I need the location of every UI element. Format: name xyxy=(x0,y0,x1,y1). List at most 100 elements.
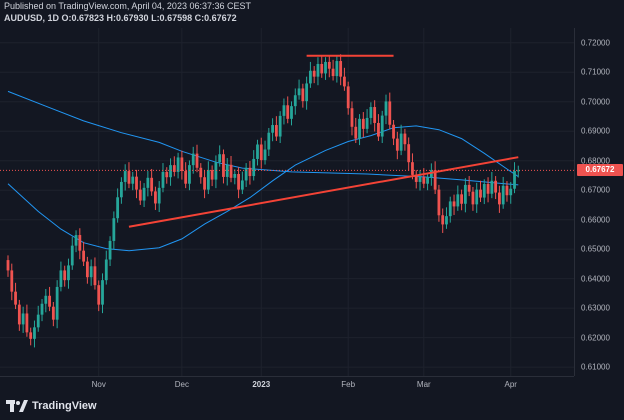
candle-body xyxy=(184,171,188,184)
candle-body xyxy=(452,201,456,207)
candle-body xyxy=(10,270,14,292)
candle-body xyxy=(74,235,78,246)
candle-body xyxy=(392,124,395,139)
candle-body xyxy=(460,194,463,204)
candle-body xyxy=(48,295,51,307)
time-tick-label: Apr xyxy=(504,380,517,389)
candle-body xyxy=(274,125,278,137)
candle-body xyxy=(97,285,101,305)
time-axis[interactable]: Nov Dec 2023 Feb Mar Apr xyxy=(0,376,574,393)
candle-body xyxy=(441,215,445,225)
candle-body xyxy=(142,187,146,201)
candle-body xyxy=(373,107,377,123)
candle-body xyxy=(104,259,108,281)
candle-body xyxy=(161,171,165,188)
candle-body xyxy=(101,280,104,305)
candle-body xyxy=(123,171,127,182)
candle-body xyxy=(339,61,343,77)
candle-body xyxy=(509,188,513,196)
candle-body xyxy=(67,265,70,281)
candle-body xyxy=(188,165,191,184)
candle-body xyxy=(479,189,482,198)
candle-body xyxy=(135,176,138,190)
candle-body xyxy=(331,68,335,77)
candle-body xyxy=(112,218,116,241)
tradingview-logo-text: TradingView xyxy=(32,400,97,412)
candle-body xyxy=(6,260,10,271)
candle-body xyxy=(89,266,93,278)
footer: TradingView xyxy=(0,392,624,420)
candle-body xyxy=(286,105,290,119)
candle-body xyxy=(407,144,411,163)
tradingview-logo-icon xyxy=(6,400,28,412)
candle-body xyxy=(14,291,17,305)
candle-body xyxy=(176,157,180,172)
candle-body xyxy=(327,61,331,69)
candle-body xyxy=(516,170,520,172)
candle-body xyxy=(482,184,486,198)
symbol-ohlc-legend: AUDUSD, 1D O:0.67823 H:0.67930 L:0.67598… xyxy=(4,13,237,23)
candle-body xyxy=(191,153,195,166)
candle-body xyxy=(282,105,286,116)
candle-body xyxy=(414,174,418,182)
candle-body xyxy=(256,144,259,159)
candle-body xyxy=(475,189,479,205)
candle-body xyxy=(456,194,460,207)
price-tick-label: 0.65000 xyxy=(581,244,610,254)
candle-body xyxy=(267,132,271,150)
candle-body xyxy=(29,332,33,339)
candle-body xyxy=(70,245,74,266)
price-tick-label: 0.67000 xyxy=(581,185,610,195)
candle-body xyxy=(78,235,82,251)
candle-body xyxy=(214,162,218,180)
price-tick-label: 0.71000 xyxy=(581,67,610,77)
candle-body xyxy=(463,184,467,204)
candle-body xyxy=(320,63,324,74)
candle-body xyxy=(51,306,55,320)
time-tick-label: Feb xyxy=(341,380,356,389)
price-tick-label: 0.68000 xyxy=(581,156,610,166)
candle-body xyxy=(180,157,184,172)
last-price-label: 0.67672 xyxy=(577,164,623,177)
candle-body xyxy=(252,158,256,177)
candlestick-chart[interactable] xyxy=(0,28,574,376)
candle-body xyxy=(467,184,471,192)
candle-body xyxy=(225,164,229,177)
candle-body xyxy=(244,167,248,181)
candle-body xyxy=(471,191,475,205)
candle-body xyxy=(222,154,225,177)
candle-body xyxy=(445,216,448,225)
candle-body xyxy=(411,162,414,175)
chart-header: Published on TradingView.com, April 04, … xyxy=(0,0,624,26)
price-tick-label: 0.64000 xyxy=(581,274,610,284)
candle-body xyxy=(229,164,233,178)
candle-body xyxy=(55,286,59,320)
candle-body xyxy=(21,313,25,325)
candle-body xyxy=(448,201,452,217)
price-tick-label: 0.69000 xyxy=(581,126,610,136)
candle-body xyxy=(218,154,222,163)
time-tick-label: Dec xyxy=(174,380,189,389)
chart-plot-area[interactable] xyxy=(0,28,574,376)
time-tick-label: 2023 xyxy=(252,380,271,389)
published-info: Published on TradingView.com, April 04, … xyxy=(4,1,251,11)
candle-body xyxy=(369,107,373,118)
price-axis[interactable]: 0.67672 0.72000 0.71000 0.70000 0.69000 0.68… xyxy=(574,28,624,376)
candle-body xyxy=(380,115,384,137)
moving-average-line xyxy=(7,125,519,252)
price-tick-label: 0.62000 xyxy=(581,333,610,343)
candle-body xyxy=(59,270,63,287)
candle-body xyxy=(165,171,169,178)
candle-body xyxy=(120,181,123,198)
candle-body xyxy=(116,197,120,219)
candle-body xyxy=(384,101,388,116)
candle-body xyxy=(335,61,339,77)
candle-body xyxy=(365,117,369,129)
candle-body xyxy=(312,70,316,77)
candle-body xyxy=(297,88,301,96)
candle-body xyxy=(63,270,67,281)
time-tick-label: Mar xyxy=(416,380,431,389)
candle-body xyxy=(358,118,361,139)
tradingview-logo: TradingView xyxy=(6,400,97,412)
candle-body xyxy=(233,173,237,178)
